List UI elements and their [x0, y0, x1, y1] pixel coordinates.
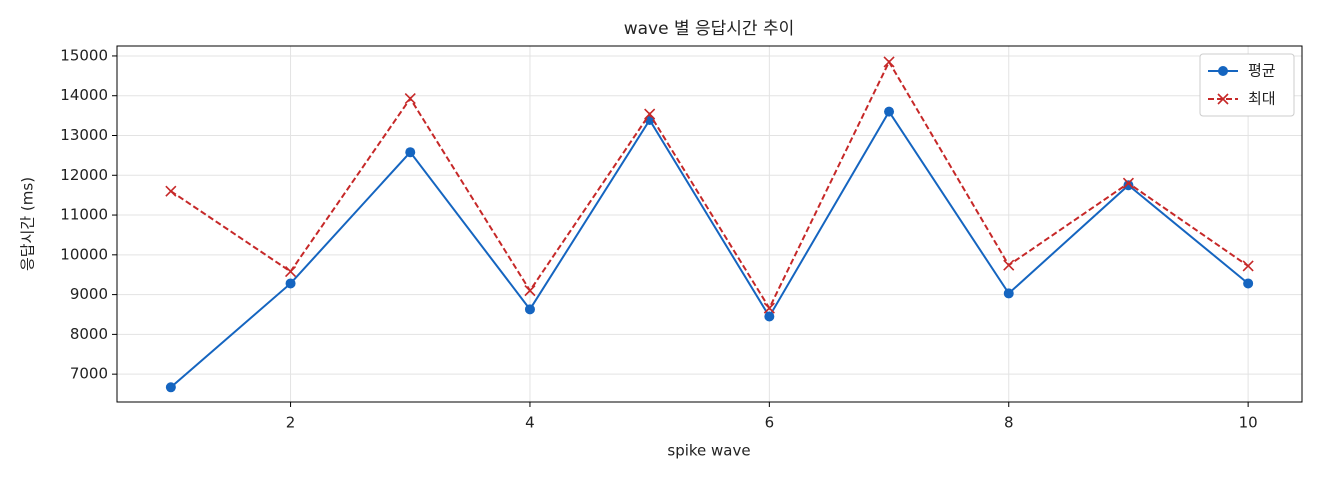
- legend-label: 최대: [1248, 90, 1276, 108]
- legend-marker: [1218, 66, 1228, 76]
- marker: [284, 265, 297, 278]
- x-tick-label: 6: [765, 414, 775, 432]
- legend-marker: [1217, 93, 1229, 105]
- marker: [404, 92, 416, 105]
- x-tick-label: 10: [1239, 414, 1258, 432]
- marker: [405, 147, 416, 158]
- marker: [883, 56, 895, 68]
- chart-title: wave 별 응답시간 추이: [624, 19, 795, 39]
- plot-frame: [116, 45, 1303, 403]
- y-tick-label: 7000: [70, 365, 108, 383]
- marker: [644, 108, 656, 120]
- x-axis-label: spike wave: [667, 442, 750, 460]
- y-tick-label: 8000: [70, 325, 108, 343]
- marker: [1123, 180, 1134, 191]
- marker: [524, 304, 535, 315]
- line: [170, 59, 1249, 311]
- marker: [763, 302, 775, 314]
- marker: [1003, 259, 1015, 271]
- y-axis-label: 응답시간 (ms): [19, 177, 37, 271]
- marker: [524, 285, 536, 297]
- marker: [884, 106, 895, 117]
- line: [170, 109, 1249, 389]
- y-tick-label: 12000: [60, 166, 108, 184]
- y-tick-label: 13000: [60, 126, 108, 144]
- marker: [285, 278, 296, 289]
- y-tick-label: 9000: [70, 285, 108, 303]
- x-tick-label: 8: [1004, 414, 1014, 432]
- y-tick-label: 15000: [60, 46, 108, 64]
- marker: [165, 382, 176, 393]
- marker: [764, 311, 775, 322]
- x-tick-label: 4: [525, 414, 535, 432]
- marker: [1243, 278, 1254, 289]
- x-tick-label: 2: [286, 414, 296, 432]
- legend-box: [1199, 53, 1295, 117]
- marker: [1122, 177, 1135, 189]
- marker: [1003, 288, 1014, 299]
- y-tick-label: 14000: [60, 86, 108, 104]
- y-tick-label: 11000: [60, 206, 108, 224]
- legend-label: 평균: [1248, 62, 1276, 80]
- marker: [165, 185, 177, 197]
- marker: [1242, 260, 1254, 272]
- y-tick-label: 10000: [60, 245, 108, 263]
